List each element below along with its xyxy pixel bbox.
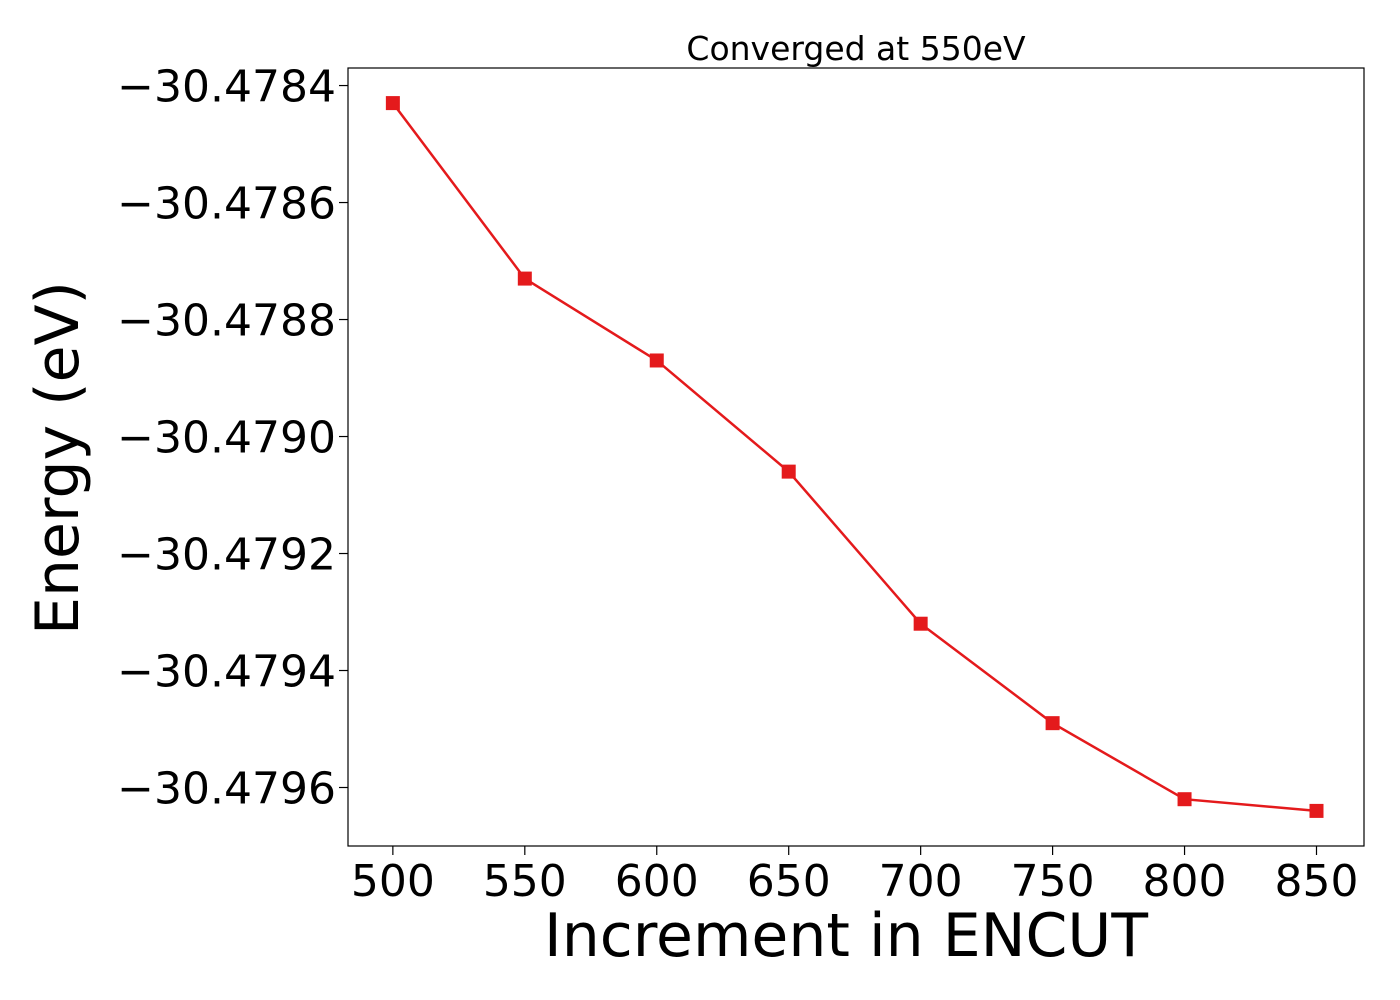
y-tick-label: −30.4790 [117,413,336,464]
x-tick-label: 800 [1143,856,1227,907]
y-axis-label: Energy (eV) [23,281,93,635]
y-tick-label: −30.4794 [117,647,336,698]
y-tick-label: −30.4788 [117,296,336,347]
y-tick-label: −30.4786 [117,179,336,230]
x-axis-label: Increment in ENCUT [544,901,1148,971]
y-axis: −30.4784 −30.4786 −30.4788 −30.4790 −30.4792… [117,62,348,815]
series-line [391,102,1317,813]
data-point-marker [1309,803,1324,818]
x-tick-label: 600 [615,856,699,907]
data-point-marker [385,96,400,111]
y-tick-label: −30.4792 [117,530,336,581]
data-point-marker [781,464,796,479]
data-point-marker [1177,792,1192,807]
data-point-marker [1045,716,1060,731]
series-layer [385,96,1324,818]
data-point-marker [913,616,928,631]
x-tick-label: 700 [879,856,963,907]
x-tick-label: 750 [1011,856,1095,907]
x-tick-label: 500 [351,856,435,907]
x-tick-label: 650 [747,856,831,907]
x-tick-label: 550 [483,856,567,907]
data-point-marker [517,271,532,286]
plot-area-frame [347,67,1365,847]
chart-title: Converged at 550eV [686,29,1026,68]
x-tick-label: 850 [1275,856,1359,907]
data-point-marker [649,353,664,368]
x-axis: 500 550 600 650 700 750 800 850 [351,846,1359,907]
y-tick-label: −30.4784 [117,62,336,113]
y-tick-label: −30.4796 [117,764,336,815]
